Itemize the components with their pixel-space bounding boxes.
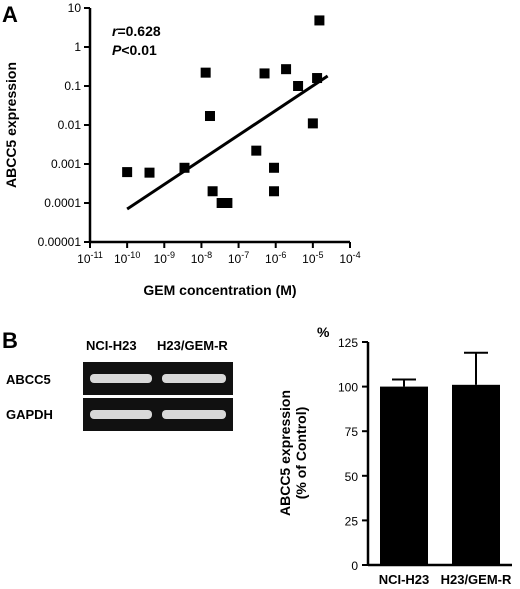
scatter-x-label: GEM concentration (M) (143, 282, 296, 298)
bar-y-tick-label: 100 (338, 381, 358, 395)
scatter-x-tick-label: 10-4 (339, 250, 360, 266)
scatter-y-tick-label: 0.1 (64, 79, 81, 93)
scatter-point (307, 118, 318, 129)
scatter-point (251, 145, 262, 156)
scatter-point (207, 186, 218, 197)
bar-y-label-line2: (% of Control) (293, 407, 309, 500)
scatter-point (269, 186, 280, 197)
scatter-y-tick-label: 0.0001 (44, 196, 81, 210)
scatter-point (312, 73, 323, 84)
scatter-y-tick-label: 0.01 (58, 118, 82, 132)
scatter-x-tick-label: 10-8 (191, 250, 212, 266)
gel-lane-label-1: NCI-H23 (86, 338, 137, 353)
scatter-point (122, 167, 133, 178)
gel-band-abcc5-nci (90, 374, 152, 383)
scatter-point (200, 67, 211, 78)
bar-chart: % ABCC5 expression (% of Control) 0 25 50 7… (277, 324, 512, 587)
bar-y-tick-label: 0 (351, 559, 358, 573)
panel-a-letter: A (2, 2, 18, 27)
gel-band-abcc5-gemr (162, 374, 226, 383)
bar-y-unit: % (317, 324, 330, 340)
bar-y-label-line1: ABCC5 expression (277, 390, 293, 516)
scatter-point (314, 15, 325, 26)
panel-b-letter: B (2, 328, 18, 353)
scatter-x-tick-label: 10-5 (302, 250, 323, 266)
gel-row-label-abcc5: ABCC5 (6, 372, 51, 387)
scatter-point (204, 111, 215, 122)
scatter-y-tick-label: 0.001 (51, 157, 81, 171)
gel-row-label-gapdh: GAPDH (6, 407, 53, 422)
r-annotation: r=0.628 (112, 23, 161, 39)
scatter-x-tick-label: 10-7 (228, 250, 249, 266)
scatter-point (259, 68, 270, 79)
scatter-x-tick-label: 10-10 (114, 250, 140, 266)
scatter-chart: 10 1 0.1 0.01 0.001 0.0001 0.00001 10-11 10-10 1… (3, 1, 361, 298)
p-annotation: P<0.01 (112, 42, 157, 58)
gel-band-gapdh-gemr (162, 410, 226, 419)
scatter-point (269, 162, 280, 173)
bar-category-label: NCI-H23 (379, 572, 430, 587)
bar-y-tick-label: 75 (345, 425, 359, 439)
scatter-y-label: ABCC5 expression (3, 62, 19, 188)
scatter-x-tick-label: 10-11 (77, 250, 103, 266)
scatter-point (179, 162, 190, 173)
bar-y-tick-label: 25 (345, 514, 359, 528)
bar-y-tick-label: 50 (345, 470, 359, 484)
scatter-x-tick-label: 10-6 (265, 250, 286, 266)
gel-blot: NCI-H23 H23/GEM-R ABCC5 GAPDH (6, 338, 233, 431)
scatter-y-tick-label: 0.00001 (38, 235, 82, 249)
scatter-x-tick-label: 10-9 (154, 250, 175, 266)
scatter-point (222, 198, 233, 208)
regression-line (126, 74, 329, 211)
bar (380, 386, 428, 565)
scatter-point (281, 64, 292, 75)
bar-category-label: H23/GEM-R (441, 572, 512, 587)
scatter-y-tick-label: 1 (74, 40, 81, 54)
scatter-y-tick-label: 10 (68, 1, 82, 15)
gel-band-gapdh-nci (90, 410, 152, 419)
gel-lane-label-2: H23/GEM-R (157, 338, 228, 353)
bar-y-tick-label: 125 (338, 336, 358, 350)
bar (452, 384, 500, 565)
scatter-point (144, 167, 155, 178)
scatter-point (293, 81, 304, 91)
scatter-point (216, 198, 227, 208)
